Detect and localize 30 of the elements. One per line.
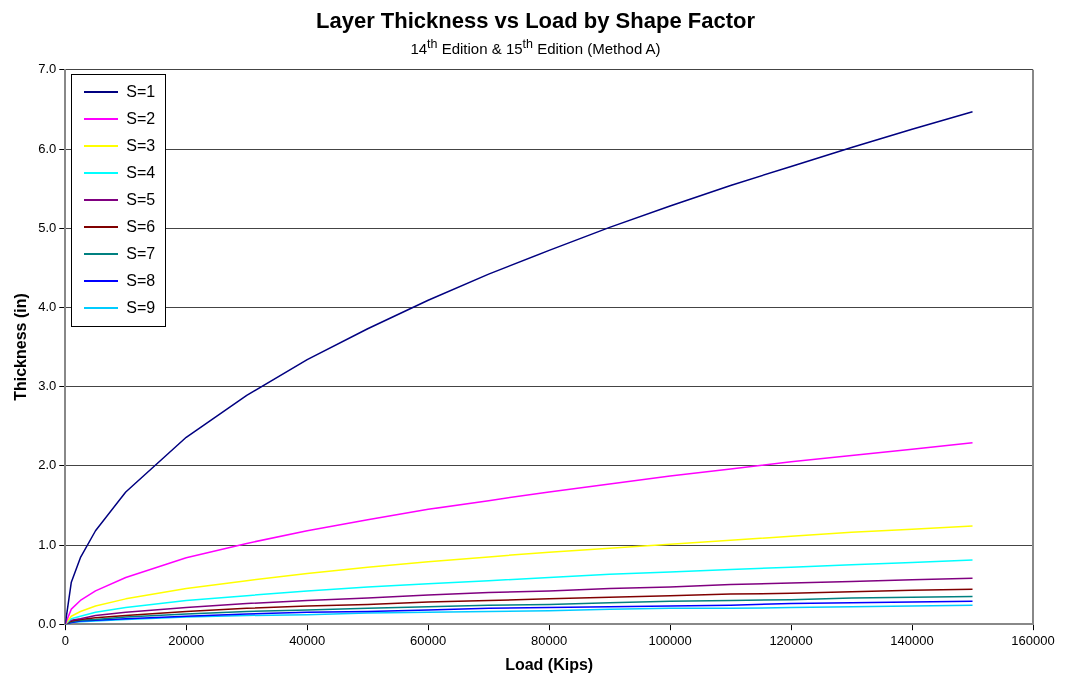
chart-title: Layer Thickness vs Load by Shape Factor: [315, 8, 756, 34]
y-tick-label: 6.0: [38, 140, 57, 156]
legend-label: S=2: [126, 110, 156, 129]
y-tick-label: 1.0: [38, 536, 57, 552]
x-tick-label: 20000: [168, 632, 205, 648]
y-tick-label: 5.0: [38, 219, 57, 235]
legend-label: S=4: [126, 164, 156, 183]
legend-label: S=9: [126, 299, 156, 318]
x-tick-label: 160000: [1011, 632, 1055, 648]
x-tick-label: 120000: [769, 632, 813, 648]
chart-subtitle: 14$^{th}$ Edition & 15$^{th}$ Edition (Method A): [409, 36, 662, 59]
y-tick-label: 7.0: [38, 61, 57, 77]
legend-label: S=7: [126, 245, 156, 264]
x-tick-label: 60000: [410, 632, 447, 648]
y-tick-label: 3.0: [38, 378, 57, 394]
x-tick-label: 0: [61, 632, 69, 648]
x-tick-label: 40000: [289, 632, 326, 648]
y-axis-title: Thickness (in): [12, 293, 30, 401]
y-tick-label: 2.0: [38, 457, 57, 473]
legend-label: S=8: [126, 272, 156, 291]
x-tick-label: 100000: [648, 632, 692, 648]
x-tick-label: 140000: [890, 632, 934, 648]
x-tick-label: 80000: [531, 632, 568, 648]
y-tick-label: 0.0: [38, 615, 57, 631]
legend-label: S=5: [126, 191, 156, 210]
legend-label: S=6: [126, 218, 156, 237]
x-axis-title: Load (Kips): [505, 655, 594, 673]
legend-label: S=3: [126, 137, 156, 156]
legend-label: S=1: [126, 83, 156, 102]
y-tick-label: 4.0: [38, 298, 57, 314]
